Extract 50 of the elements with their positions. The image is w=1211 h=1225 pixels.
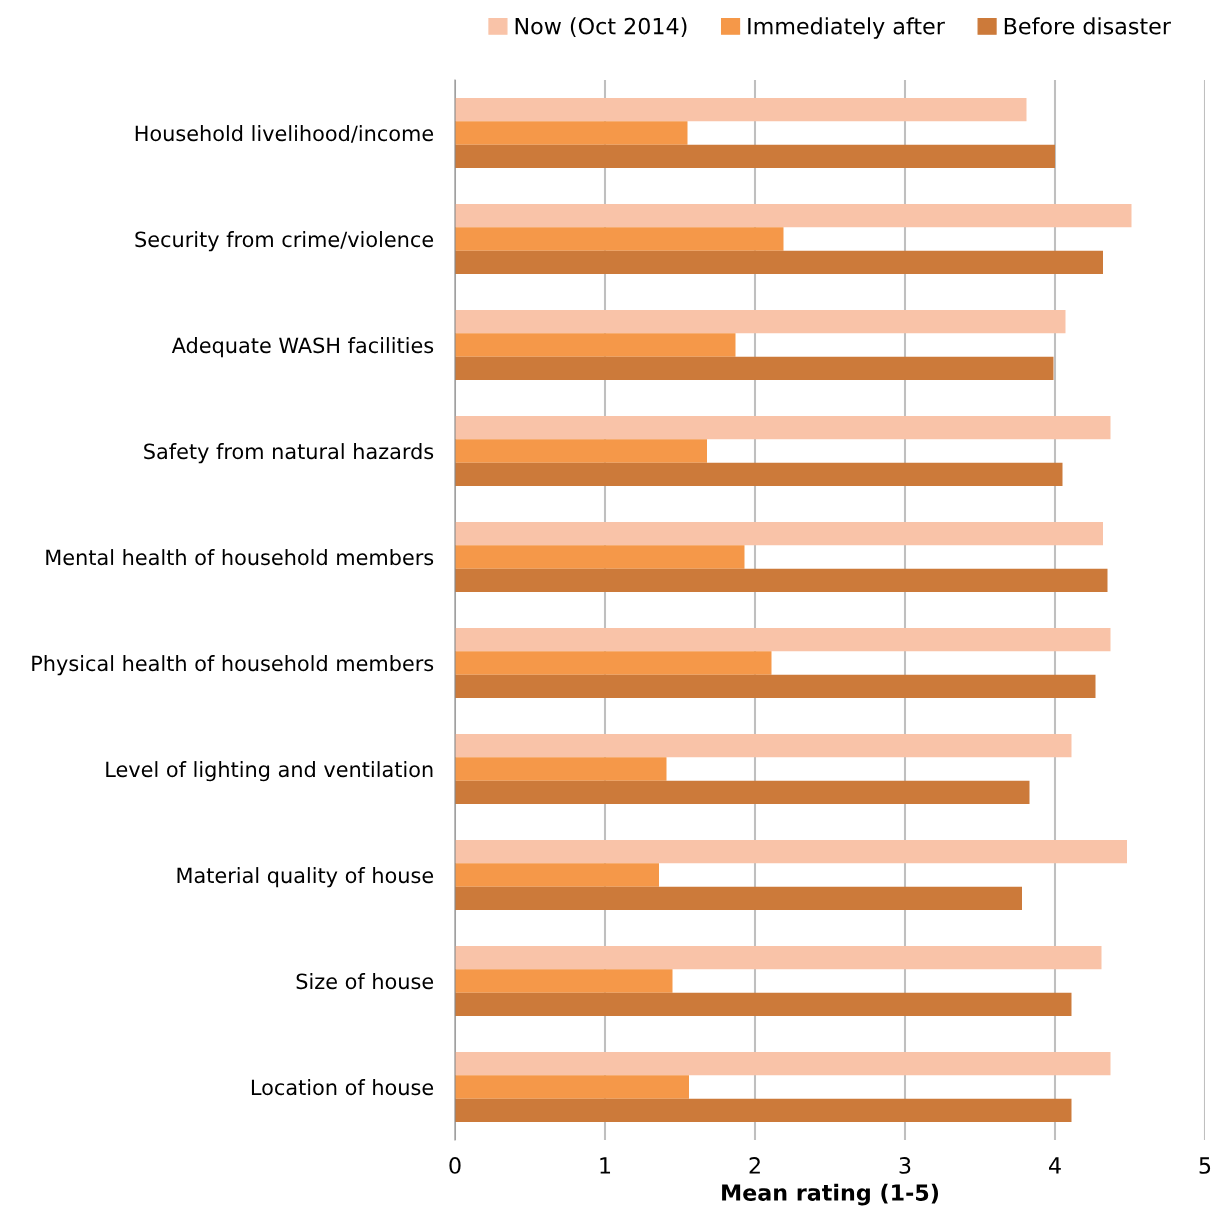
bar bbox=[455, 204, 1132, 228]
y-tick-label: Adequate WASH facilities bbox=[171, 337, 434, 358]
y-tick-label: Size of house bbox=[296, 973, 434, 990]
bar bbox=[455, 1098, 1072, 1122]
bar bbox=[455, 356, 1054, 380]
bar bbox=[455, 310, 1066, 334]
bar bbox=[455, 98, 1027, 122]
x-tick-label: 0 bbox=[449, 1157, 461, 1174]
legend-label: Before disaster bbox=[1004, 17, 1171, 35]
x-tick-label: 1 bbox=[600, 1157, 611, 1174]
y-tick-label: Location of house bbox=[251, 1079, 434, 1096]
y-tick-label: Level of lighting and ventilation bbox=[106, 761, 433, 782]
x-tick-label: 5 bbox=[1199, 1157, 1211, 1174]
bar bbox=[455, 144, 1055, 168]
bar bbox=[455, 250, 1103, 274]
y-tick-label: Safety from natural hazards bbox=[144, 443, 434, 464]
bar bbox=[455, 992, 1072, 1016]
bar bbox=[455, 462, 1063, 486]
y-tick-label: Security from crime/violence bbox=[135, 231, 434, 252]
y-tick-label: Material quality of house bbox=[177, 867, 434, 888]
bar bbox=[455, 333, 736, 357]
bar bbox=[455, 840, 1127, 864]
x-tick-label: 3 bbox=[899, 1157, 911, 1174]
y-tick-label: Mental health of household members bbox=[46, 549, 434, 566]
bar bbox=[455, 439, 707, 463]
bar bbox=[455, 1075, 689, 1099]
bar bbox=[455, 522, 1103, 546]
bar bbox=[455, 568, 1108, 592]
y-tick-label: Household livelihood/income bbox=[135, 125, 434, 143]
x-tick-label: 2 bbox=[749, 1157, 760, 1174]
bar bbox=[455, 416, 1111, 440]
y-tick-label: Physical health of household members bbox=[32, 655, 434, 676]
x-tick-label: 4 bbox=[1049, 1157, 1061, 1174]
bar bbox=[455, 886, 1022, 910]
bar bbox=[455, 227, 784, 251]
bar bbox=[455, 1052, 1111, 1076]
legend-label: Immediately after bbox=[748, 17, 945, 39]
x-axis-title: Mean rating (1-5) bbox=[722, 1183, 939, 1206]
bar bbox=[455, 651, 772, 675]
bar bbox=[455, 734, 1072, 758]
bar bbox=[455, 863, 659, 887]
bar bbox=[455, 545, 745, 569]
bar bbox=[455, 674, 1096, 698]
bar bbox=[455, 780, 1030, 804]
legend-label: Now (Oct 2014) bbox=[515, 17, 687, 38]
bar bbox=[455, 969, 673, 993]
bar bbox=[455, 757, 667, 781]
bar bbox=[455, 628, 1111, 652]
bar bbox=[455, 946, 1102, 970]
bar bbox=[455, 121, 688, 145]
